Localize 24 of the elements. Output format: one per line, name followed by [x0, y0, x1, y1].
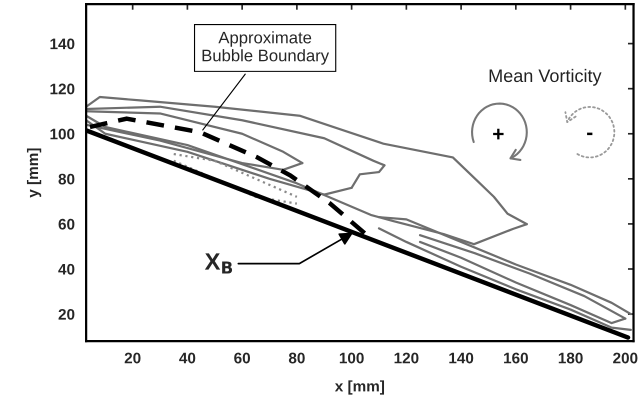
annotation: -: [587, 132, 592, 136]
y-tick-label: 20: [58, 308, 74, 320]
x-tick-label: 20: [124, 352, 141, 364]
x-tick-label: 180: [558, 352, 583, 364]
x-tick-label: 200: [613, 352, 638, 364]
y-tick-label: 100: [50, 128, 74, 140]
annotation: +: [493, 128, 504, 140]
x-tick-label: 120: [394, 352, 418, 364]
x-tick-label: 140: [449, 352, 474, 364]
y-tick-label: 140: [50, 38, 74, 50]
y-tick-label: 40: [58, 264, 74, 275]
x-tick-label: 40: [179, 352, 196, 364]
y-tick-label: 60: [58, 218, 74, 230]
annotation: Mean Vorticity: [490, 68, 602, 86]
y-tick-label: 80: [58, 174, 74, 185]
x-tick-label: 160: [504, 352, 528, 364]
x-tick-label: 100: [340, 352, 364, 364]
y-axis-title: y [mm]: [26, 148, 42, 198]
annotation: X$_{B}$: [204, 253, 232, 274]
x-tick-label: 60: [234, 352, 250, 364]
x-axis-title: x [mm]: [334, 380, 384, 395]
x-tick-label: 80: [288, 352, 305, 364]
y-tick-label: 120: [50, 84, 74, 94]
annotation: Approximate Bubble Boundary: [202, 31, 330, 65]
